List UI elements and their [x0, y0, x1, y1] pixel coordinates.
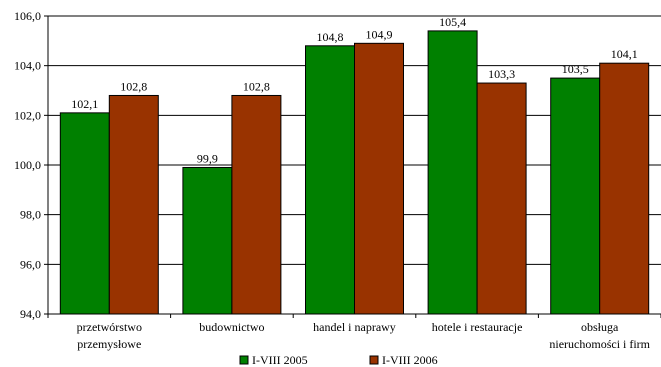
bar — [354, 42, 404, 315]
bar — [108, 94, 159, 315]
data-label: 103,3 — [488, 67, 515, 81]
category-label: nieruchomości i firm — [549, 337, 650, 351]
bar — [305, 45, 355, 315]
legend-swatch — [369, 355, 379, 365]
legend-label: I-VIII 2005 — [252, 353, 308, 367]
y-tick-label: 100,0 — [14, 158, 41, 172]
y-tick-label: 94,0 — [20, 307, 41, 321]
x-axis-ticks — [47, 314, 661, 318]
bar — [231, 94, 282, 315]
data-labels: 102,1 102,8 99,9 102,8 104,8 104,9 105,4 103,3 1… — [71, 15, 637, 166]
data-label: 102,8 — [120, 79, 147, 93]
y-axis-ticks: 94,0 96,0 98,0 100,0 102,0 104,0 106,0 — [14, 9, 48, 321]
category-label: przetwórstwo — [77, 320, 142, 334]
y-tick-label: 104,0 — [14, 59, 41, 73]
data-label: 104,8 — [317, 30, 344, 44]
data-label: 102,8 — [243, 79, 270, 93]
data-label: 102,1 — [71, 97, 98, 111]
data-label: 103,5 — [562, 62, 589, 76]
legend-label: I-VIII 2006 — [382, 353, 438, 367]
category-label: obsługa — [581, 320, 619, 334]
category-label: przemysłowe — [77, 337, 141, 351]
legend: I-VIII 2005 I-VIII 2006 — [239, 353, 438, 367]
category-labels: przetwórstwo przemysłowe budownictwo handel… — [77, 320, 651, 351]
data-label: 105,4 — [439, 15, 466, 29]
category-label: budownictwo — [199, 320, 264, 334]
data-label: 99,9 — [197, 151, 218, 165]
bar — [427, 30, 478, 315]
y-tick-label: 96,0 — [20, 257, 41, 271]
category-label: handel i naprawy — [313, 320, 396, 334]
bar — [550, 77, 601, 315]
category-label: hotele i restauracje — [432, 320, 523, 334]
bars — [59, 30, 650, 315]
y-tick-label: 102,0 — [14, 108, 41, 122]
bar — [182, 166, 233, 315]
bar — [599, 62, 650, 315]
bar — [476, 82, 527, 315]
bar — [59, 112, 110, 315]
y-tick-label: 98,0 — [20, 208, 41, 222]
y-tick-label: 106,0 — [14, 9, 41, 23]
data-label: 104,1 — [611, 47, 638, 61]
legend-swatch — [239, 355, 249, 365]
data-label: 104,9 — [366, 27, 393, 41]
